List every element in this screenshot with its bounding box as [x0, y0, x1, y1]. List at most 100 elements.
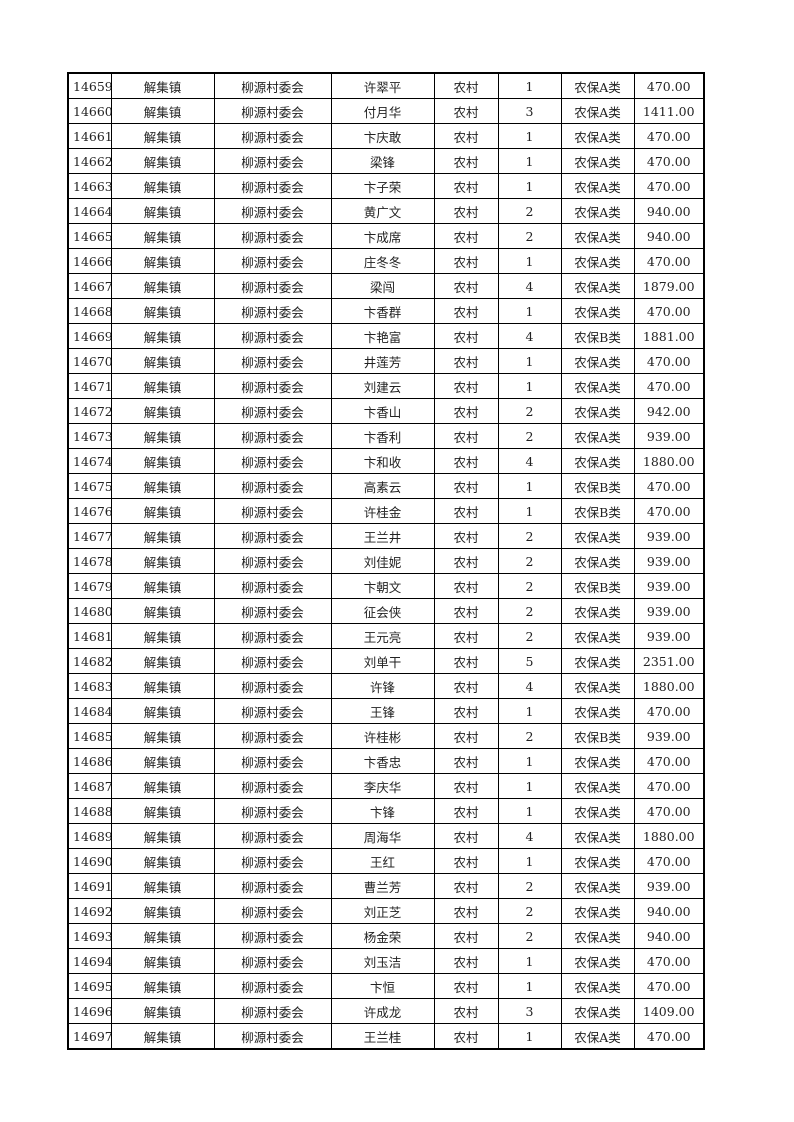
table-row: 14666 解集镇 柳源村委会 庄冬冬 农村 1 农保A类 470.00 [67, 248, 705, 274]
cell-town: 解集镇 [110, 173, 215, 199]
cell-village: 柳源村委会 [213, 148, 332, 174]
cell-village: 柳源村委会 [213, 673, 332, 699]
table-row: 14687 解集镇 柳源村委会 李庆华 农村 1 农保A类 470.00 [67, 773, 705, 799]
cell-area-type: 农村 [433, 923, 499, 949]
cell-area-type: 农村 [433, 648, 499, 674]
cell-insurance-category: 农保A类 [560, 873, 635, 899]
cell-name: 付月华 [330, 98, 435, 124]
cell-town: 解集镇 [110, 973, 215, 999]
cell-insurance-category: 农保A类 [560, 623, 635, 649]
cell-area-type: 农村 [433, 673, 499, 699]
cell-area-type: 农村 [433, 198, 499, 224]
cell-insurance-category: 农保A类 [560, 598, 635, 624]
cell-household-count: 1 [497, 173, 562, 199]
cell-insurance-category: 农保B类 [560, 473, 635, 499]
cell-household-count: 1 [497, 123, 562, 149]
cell-area-type: 农村 [433, 848, 499, 874]
cell-record-id: 14693 [67, 923, 112, 949]
cell-household-count: 1 [497, 973, 562, 999]
table-row: 14689 解集镇 柳源村委会 周海华 农村 4 农保A类 1880.00 [67, 823, 705, 849]
cell-amount: 470.00 [633, 798, 705, 824]
table-row: 14694 解集镇 柳源村委会 刘玉洁 农村 1 农保A类 470.00 [67, 948, 705, 974]
cell-record-id: 14692 [67, 898, 112, 924]
cell-area-type: 农村 [433, 598, 499, 624]
cell-town: 解集镇 [110, 873, 215, 899]
cell-amount: 470.00 [633, 123, 705, 149]
cell-village: 柳源村委会 [213, 473, 332, 499]
cell-amount: 940.00 [633, 923, 705, 949]
cell-insurance-category: 农保B类 [560, 723, 635, 749]
cell-household-count: 2 [497, 573, 562, 599]
cell-amount: 2351.00 [633, 648, 705, 674]
cell-name: 杨金荣 [330, 923, 435, 949]
table-row: 14688 解集镇 柳源村委会 卞锋 农村 1 农保A类 470.00 [67, 798, 705, 824]
cell-insurance-category: 农保A类 [560, 148, 635, 174]
cell-amount: 470.00 [633, 173, 705, 199]
cell-area-type: 农村 [433, 323, 499, 349]
cell-name: 庄冬冬 [330, 248, 435, 274]
cell-name: 许桂彬 [330, 723, 435, 749]
cell-insurance-category: 农保A类 [560, 1023, 635, 1050]
cell-insurance-category: 农保A类 [560, 548, 635, 574]
cell-name: 井莲芳 [330, 348, 435, 374]
table-body: 14659 解集镇 柳源村委会 许翠平 农村 1 农保A类 470.00 14660 解集镇 柳源村… [67, 72, 705, 1050]
cell-town: 解集镇 [110, 323, 215, 349]
table-row: 14696 解集镇 柳源村委会 许成龙 农村 3 农保A类 1409.00 [67, 998, 705, 1024]
allowance-table: 14659 解集镇 柳源村委会 许翠平 农村 1 农保A类 470.00 14660 解集镇 柳源村… [67, 72, 705, 1050]
cell-area-type: 农村 [433, 723, 499, 749]
cell-amount: 939.00 [633, 873, 705, 899]
cell-household-count: 2 [497, 398, 562, 424]
table-row: 14672 解集镇 柳源村委会 卞香山 农村 2 农保A类 942.00 [67, 398, 705, 424]
table-row: 14691 解集镇 柳源村委会 曹兰芳 农村 2 农保A类 939.00 [67, 873, 705, 899]
cell-village: 柳源村委会 [213, 423, 332, 449]
cell-record-id: 14672 [67, 398, 112, 424]
cell-town: 解集镇 [110, 823, 215, 849]
cell-area-type: 农村 [433, 948, 499, 974]
cell-amount: 939.00 [633, 548, 705, 574]
cell-household-count: 1 [497, 248, 562, 274]
cell-record-id: 14675 [67, 473, 112, 499]
cell-town: 解集镇 [110, 473, 215, 499]
table-row: 14686 解集镇 柳源村委会 卞香忠 农村 1 农保A类 470.00 [67, 748, 705, 774]
cell-area-type: 农村 [433, 373, 499, 399]
cell-town: 解集镇 [110, 548, 215, 574]
cell-record-id: 14668 [67, 298, 112, 324]
cell-record-id: 14670 [67, 348, 112, 374]
cell-area-type: 农村 [433, 748, 499, 774]
cell-household-count: 1 [497, 348, 562, 374]
table-row: 14670 解集镇 柳源村委会 井莲芳 农村 1 农保A类 470.00 [67, 348, 705, 374]
cell-household-count: 4 [497, 823, 562, 849]
cell-name: 梁锋 [330, 148, 435, 174]
cell-amount: 470.00 [633, 498, 705, 524]
cell-amount: 1881.00 [633, 323, 705, 349]
cell-insurance-category: 农保A类 [560, 648, 635, 674]
cell-town: 解集镇 [110, 523, 215, 549]
cell-insurance-category: 农保A类 [560, 298, 635, 324]
cell-village: 柳源村委会 [213, 648, 332, 674]
cell-area-type: 农村 [433, 998, 499, 1024]
cell-insurance-category: 农保A类 [560, 823, 635, 849]
cell-area-type: 农村 [433, 548, 499, 574]
cell-insurance-category: 农保A类 [560, 123, 635, 149]
cell-town: 解集镇 [110, 948, 215, 974]
cell-village: 柳源村委会 [213, 198, 332, 224]
cell-town: 解集镇 [110, 998, 215, 1024]
cell-amount: 939.00 [633, 523, 705, 549]
cell-name: 刘正芝 [330, 898, 435, 924]
table-row: 14660 解集镇 柳源村委会 付月华 农村 3 农保A类 1411.00 [67, 98, 705, 124]
cell-record-id: 14665 [67, 223, 112, 249]
cell-insurance-category: 农保A类 [560, 72, 635, 99]
cell-name: 征会侠 [330, 598, 435, 624]
cell-household-count: 4 [497, 273, 562, 299]
cell-town: 解集镇 [110, 798, 215, 824]
cell-household-count: 1 [497, 473, 562, 499]
cell-household-count: 1 [497, 798, 562, 824]
cell-record-id: 14687 [67, 773, 112, 799]
cell-name: 刘佳妮 [330, 548, 435, 574]
cell-area-type: 农村 [433, 623, 499, 649]
cell-record-id: 14663 [67, 173, 112, 199]
cell-amount: 470.00 [633, 948, 705, 974]
table-row: 14692 解集镇 柳源村委会 刘正芝 农村 2 农保A类 940.00 [67, 898, 705, 924]
cell-area-type: 农村 [433, 223, 499, 249]
cell-name: 刘玉洁 [330, 948, 435, 974]
